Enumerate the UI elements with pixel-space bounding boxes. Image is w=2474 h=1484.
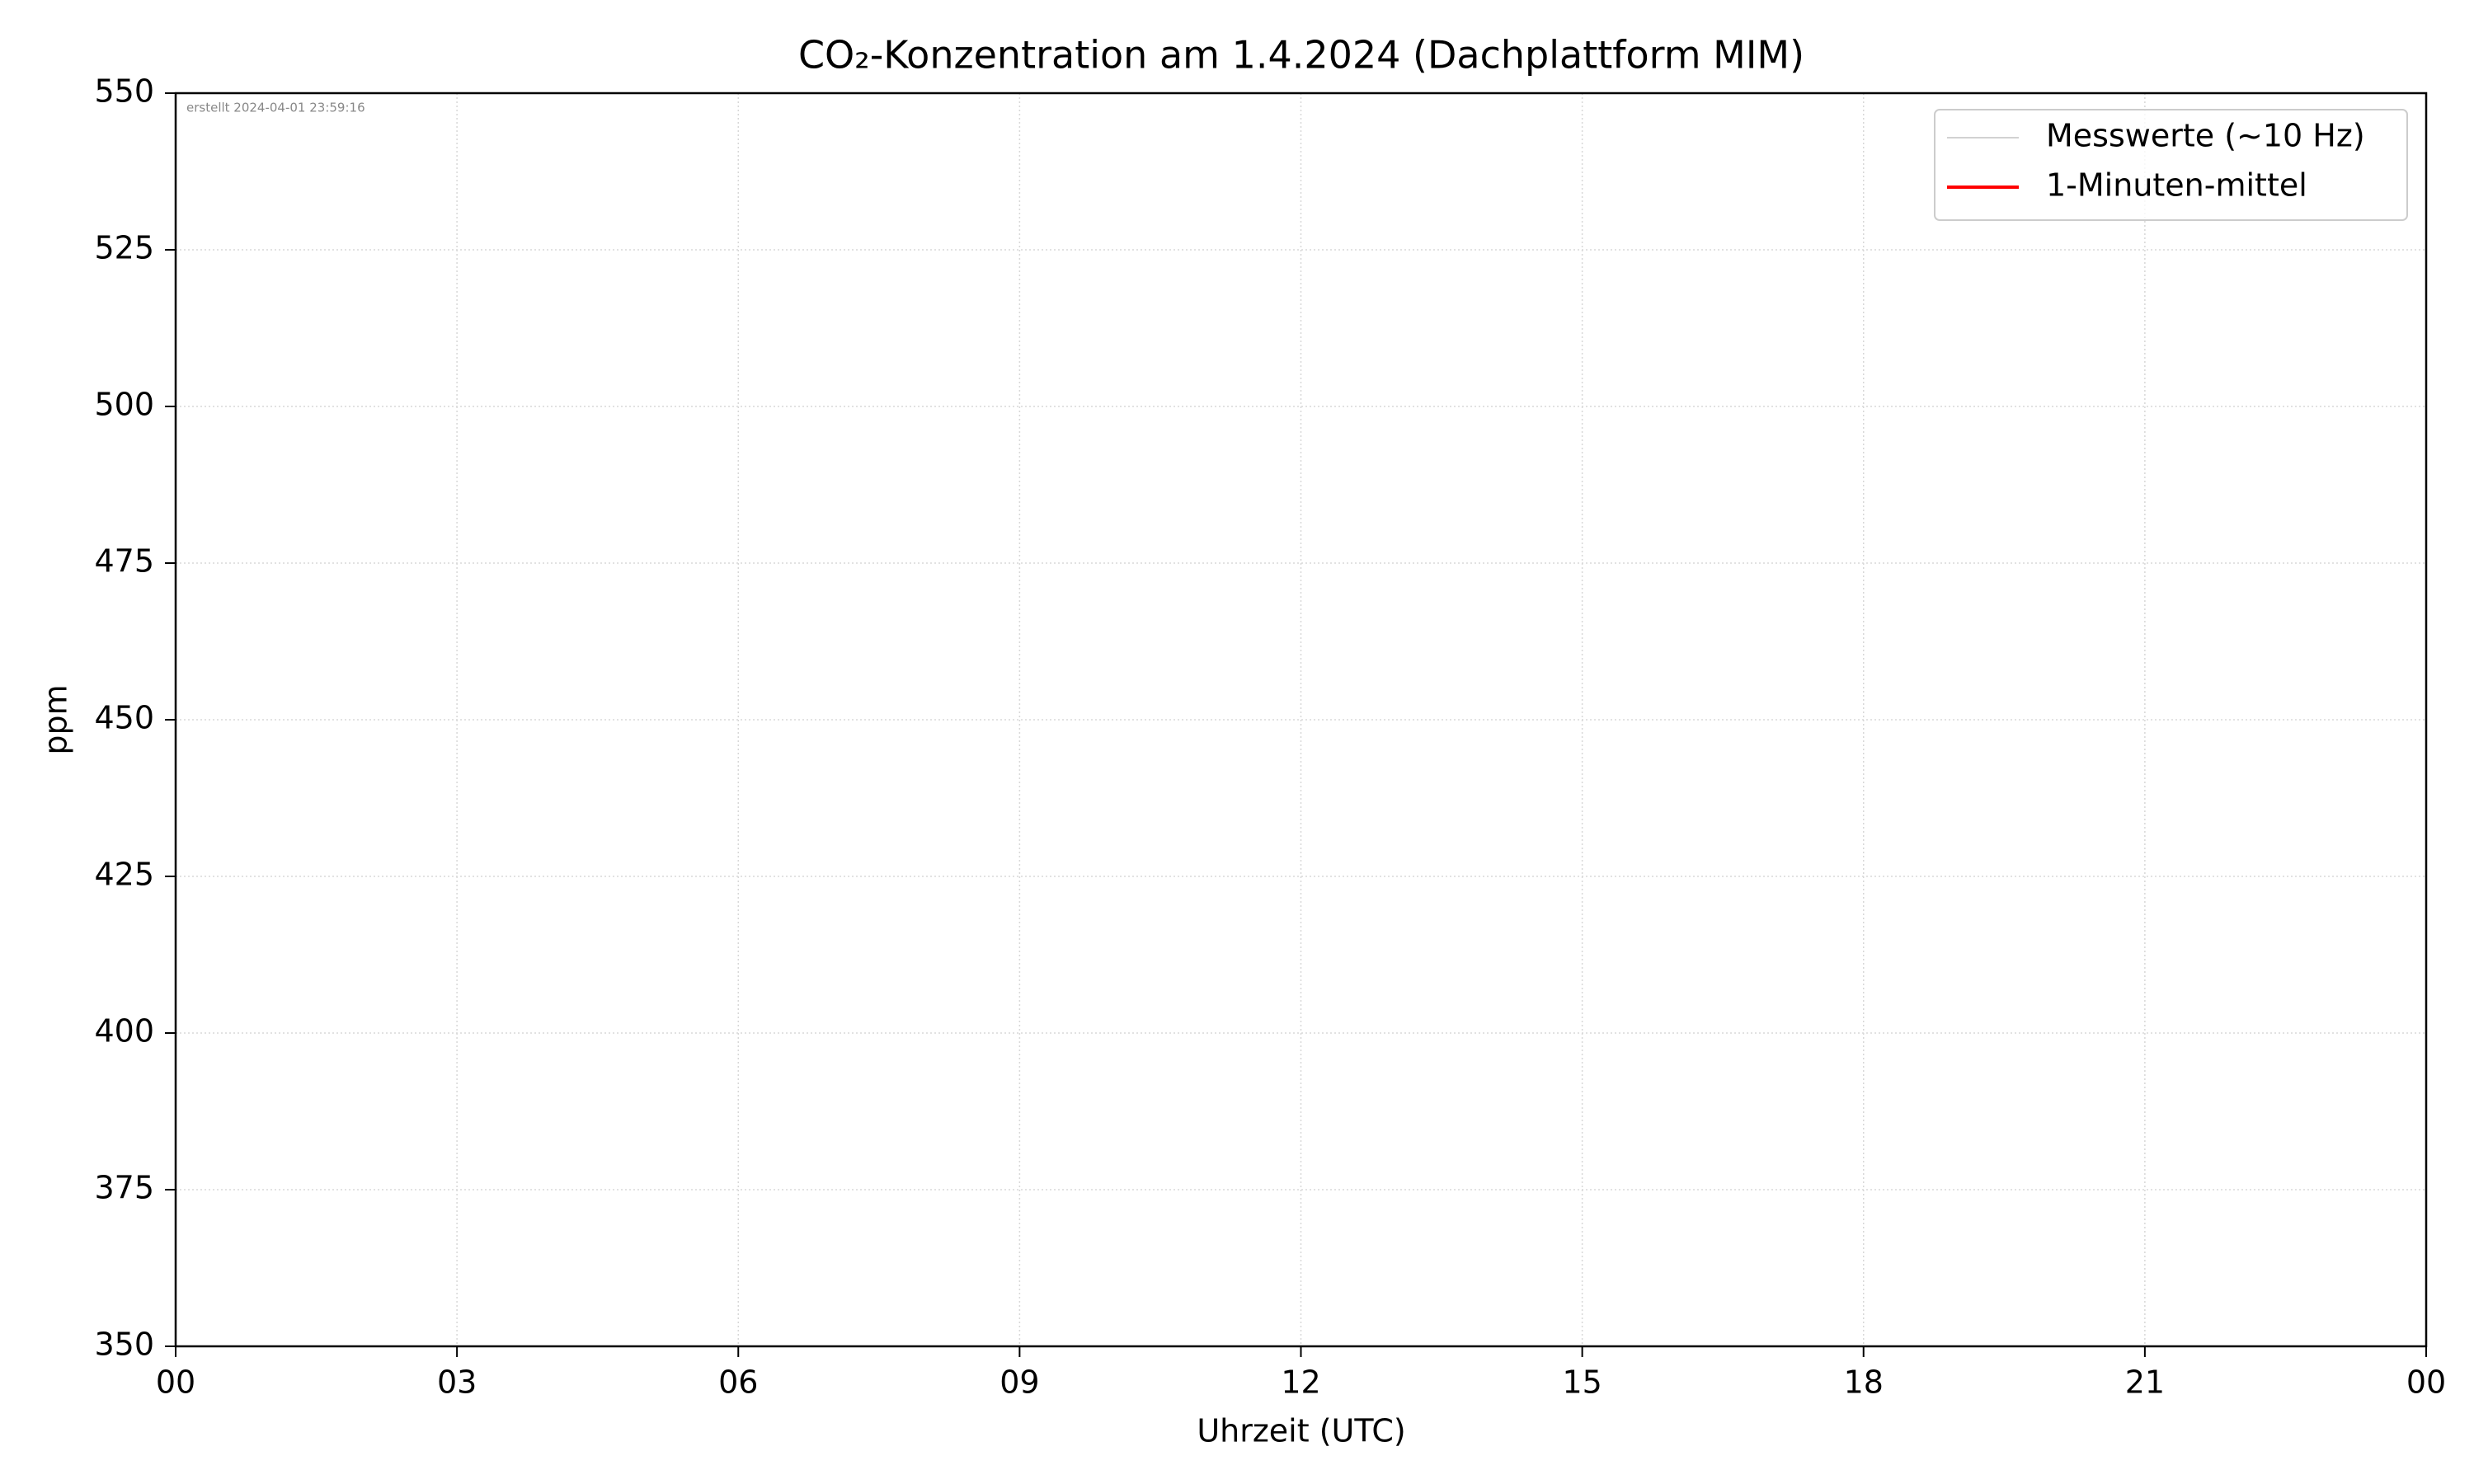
plot-frame (174, 92, 2428, 1348)
legend-box (1934, 109, 2408, 221)
y-tick-label: 500 (94, 387, 154, 423)
x-tick-label: 12 (1281, 1364, 1320, 1401)
x-tick-label: 03 (437, 1364, 477, 1401)
x-tick-label: 00 (156, 1364, 195, 1401)
y-tick-label: 400 (94, 1013, 154, 1050)
y-tick-label: 350 (94, 1327, 154, 1363)
y-axis-label: ppm (38, 684, 74, 754)
y-tick-label: 450 (94, 700, 154, 736)
x-tick-label: 09 (999, 1364, 1039, 1401)
x-tick-label: 00 (2406, 1364, 2446, 1401)
y-tick-label: 550 (94, 73, 154, 110)
annotation: erstellt 2024-04-01 23:59:16 (186, 101, 365, 115)
x-tick-label: 18 (1844, 1364, 1884, 1401)
x-axis-label: Uhrzeit (UTC) (1197, 1413, 1405, 1449)
legend-label: Messwerte (~10 Hz) (2046, 118, 2365, 154)
x-tick-label: 15 (1562, 1364, 1602, 1401)
y-tick-label: 425 (94, 857, 154, 893)
chart-title: CO₂-Konzentration am 1.4.2024 (Dachplatt… (798, 33, 1804, 77)
x-tick-label: 21 (2125, 1364, 2165, 1401)
legend-label: 1-Minuten-mittel (2046, 167, 2307, 204)
x-tick-label: 06 (718, 1364, 758, 1401)
y-tick-label: 525 (94, 230, 154, 266)
y-tick-label: 375 (94, 1170, 154, 1206)
y-tick-label: 475 (94, 543, 154, 580)
